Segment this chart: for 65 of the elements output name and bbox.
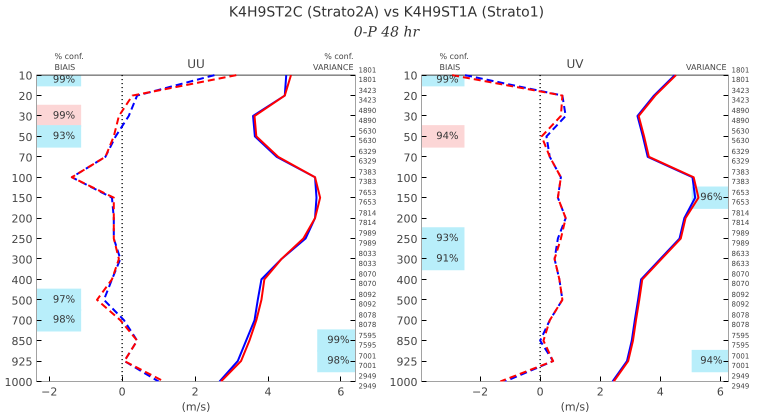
y-tick-label: 30 (18, 110, 33, 124)
y-tick-label: 100 (12, 172, 33, 185)
x-tick-label: −2 (41, 386, 58, 398)
y-tick-label: 250 (396, 233, 418, 246)
x-tick-label: 2 (192, 386, 199, 398)
y-tick-label: 700 (12, 314, 33, 328)
y-tick-label: 100 (396, 172, 418, 185)
band-label: 93% (52, 130, 76, 142)
y-tick-label: 1000 (390, 376, 418, 389)
y-tick-label: 150 (396, 192, 418, 206)
y-axis-title: % conf. BIAIS (440, 52, 469, 72)
text: K4H9ST2C (Strato2A) vs K4H9ST1A (Strato1) (228, 4, 544, 20)
y-tick-label: 10 (18, 70, 33, 83)
y-tick-label: 200 (12, 212, 33, 226)
y-tick-label: 50 (404, 130, 418, 144)
y-tick-label: 500 (396, 294, 418, 308)
y-axis-title: % conf. BIAIS (54, 52, 84, 72)
y-tick-label: 30 (404, 110, 418, 124)
text: 0-P 48 hr (354, 24, 421, 40)
band-label: 99% (52, 110, 76, 122)
y-tick-label: 1000 (4, 376, 33, 389)
y-tick-label: 925 (396, 356, 418, 369)
x-tick-label: 4 (264, 386, 272, 398)
chart-title: UV (566, 57, 584, 72)
x-axis-title: (m/s) (560, 400, 590, 414)
band-label: 94% (700, 356, 723, 367)
y-tick-label: 70 (404, 151, 418, 164)
band-label: 98% (52, 314, 76, 326)
y-tick-label: 400 (12, 274, 33, 287)
y-tick-label: 20 (18, 90, 33, 104)
y-tick-label: 300 (12, 253, 33, 266)
band-label: 91% (436, 253, 458, 264)
band-label: 93% (436, 233, 458, 244)
x-tick-label: 2 (596, 386, 604, 398)
x-tick-label: −2 (472, 386, 488, 398)
band-label: 99% (327, 335, 350, 346)
x-axis-title: (m/s) (182, 400, 210, 414)
y-tick-label: 925 (12, 356, 33, 369)
y-tick-label: 700 (396, 314, 418, 328)
y2-axis-title: VARIANCE (686, 63, 727, 72)
y-tick-label: 70 (18, 151, 33, 164)
y-tick-label: 150 (12, 192, 33, 206)
y2-axis-title: % conf. VARIANCE (313, 52, 354, 72)
y-tick-label: 10 (404, 70, 418, 83)
x-tick-label: 0 (536, 386, 544, 398)
y-tick-label: 500 (12, 294, 33, 308)
band-label: 99% (436, 74, 458, 86)
y-tick-label: 20 (404, 90, 418, 104)
x-tick-label: 6 (716, 386, 724, 398)
chart-title: UU (187, 57, 205, 72)
band-label: 96% (700, 192, 723, 204)
y-tick-label: 300 (396, 253, 418, 266)
x-tick-label: 4 (656, 386, 664, 398)
y-tick-label: 850 (396, 335, 418, 348)
x-tick-label: 0 (118, 386, 126, 398)
y-tick-label: 400 (396, 274, 418, 287)
y-tick-label: 250 (12, 233, 33, 246)
x-tick-label: 6 (337, 386, 344, 398)
y-tick-label: 50 (18, 130, 33, 144)
band-label: 99% (52, 74, 76, 86)
band-label: 97% (52, 294, 76, 306)
y-tick-label: 200 (396, 212, 418, 226)
y-tick-label: 850 (12, 335, 33, 348)
band-label: 98% (327, 356, 350, 367)
band-label: 94% (436, 130, 458, 142)
